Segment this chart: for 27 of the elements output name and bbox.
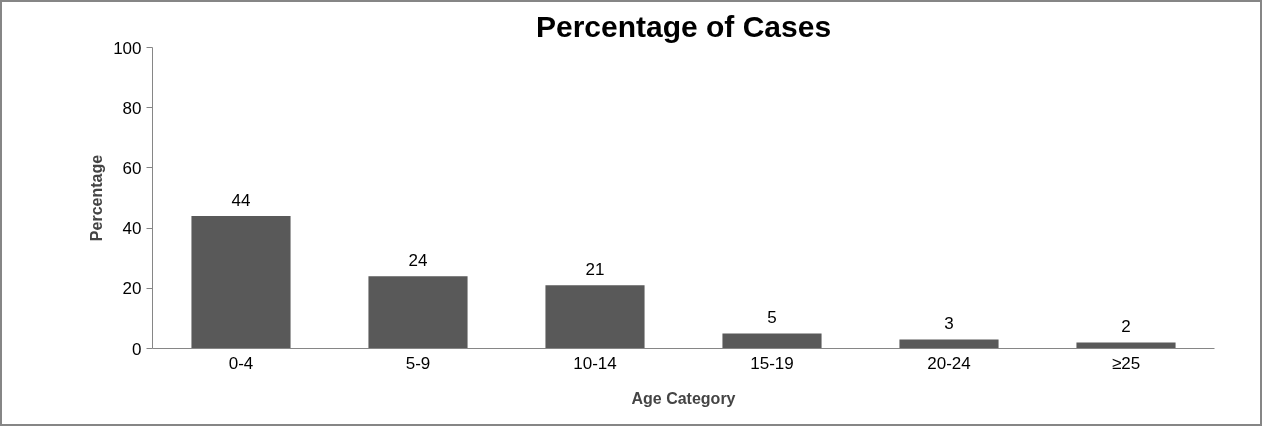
y-axis-title: Percentage (88, 154, 106, 242)
y-tick-label: 40 (122, 219, 142, 239)
chart-title: Percentage of Cases (535, 9, 832, 43)
bar (1076, 342, 1176, 349)
y-tick-label: 20 (122, 279, 142, 299)
data-label: 5 (767, 308, 777, 328)
x-tick-label: 20-24 (927, 353, 971, 373)
bar (191, 216, 291, 349)
bar (368, 276, 468, 349)
y-tick-label: 80 (122, 98, 142, 118)
data-label: 3 (944, 314, 954, 334)
y-tick-label: 100 (113, 38, 142, 58)
x-tick-label: 0-4 (228, 353, 254, 373)
bar (545, 285, 645, 349)
data-label: 21 (585, 260, 605, 280)
y-tick-label: 0 (132, 339, 142, 359)
bar (899, 339, 999, 349)
x-tick-label: 10-14 (573, 353, 617, 373)
x-axis-title: Age Category (631, 389, 736, 407)
data-label: 44 (231, 191, 251, 211)
x-tick-label: ≥25 (1111, 353, 1141, 373)
y-tick-label: 60 (122, 158, 142, 178)
data-label: 2 (1121, 317, 1131, 337)
x-tick-label: 15-19 (750, 353, 794, 373)
data-label: 24 (408, 251, 428, 271)
bar (722, 333, 822, 349)
x-tick-label: 5-9 (405, 353, 431, 373)
